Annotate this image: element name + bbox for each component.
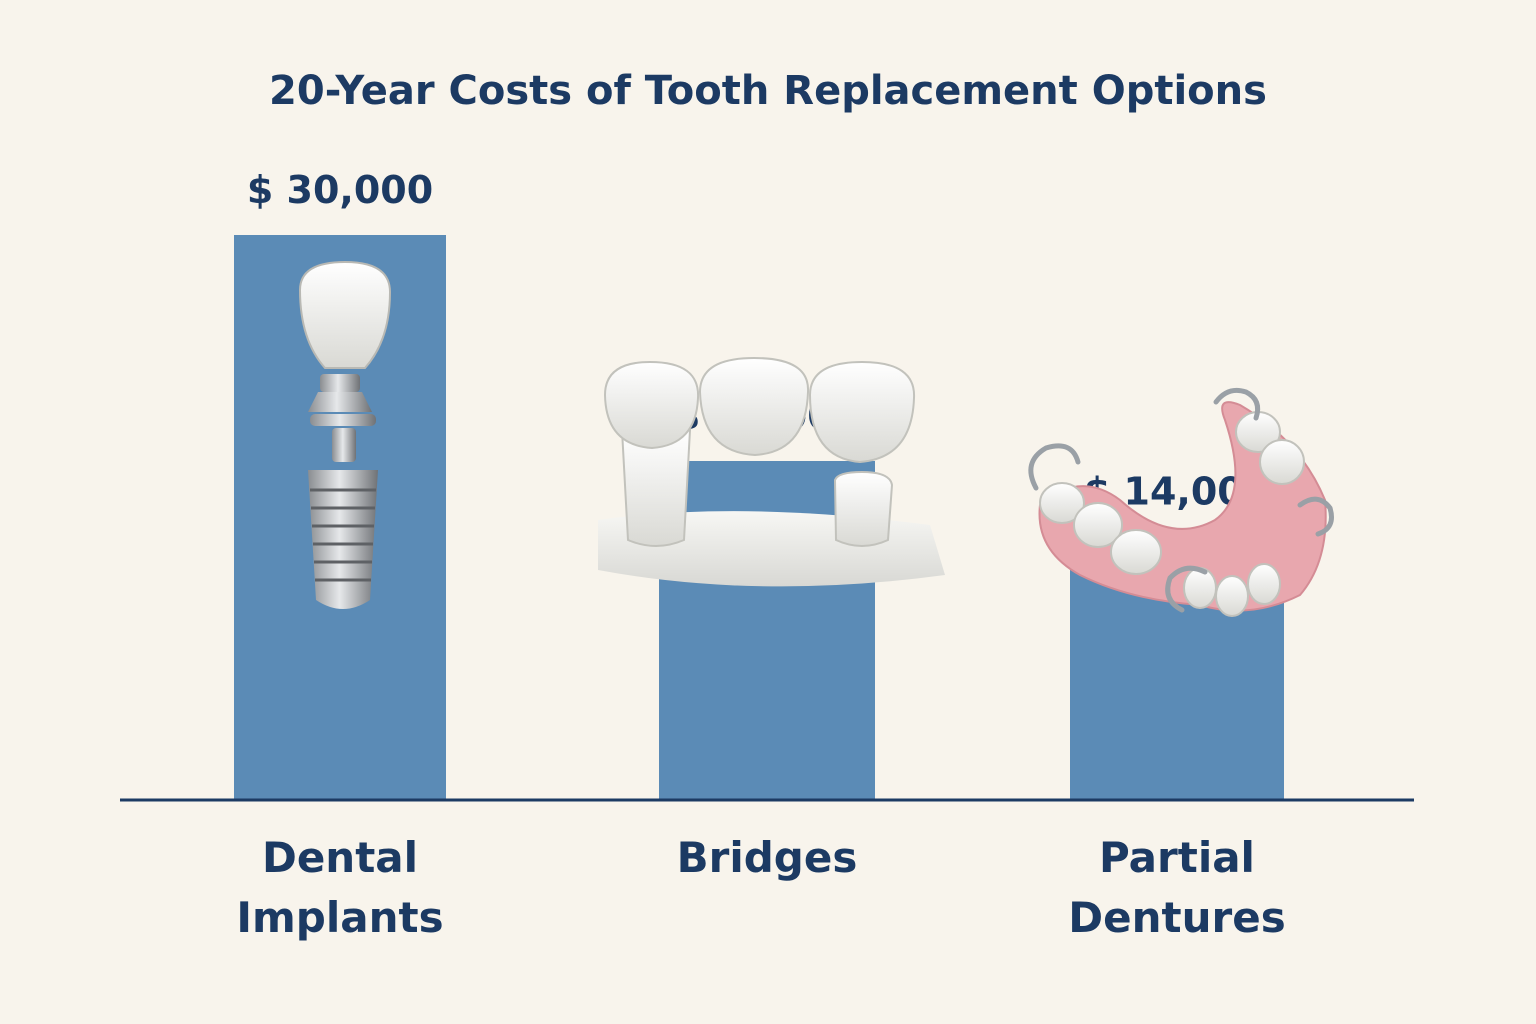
category-label: Dental xyxy=(262,833,418,882)
category-labels-group: Dental Implants Bridges Partial Dentures xyxy=(236,833,1285,942)
category-label: Partial xyxy=(1099,833,1255,882)
category-label: Dentures xyxy=(1068,893,1285,942)
category-label: Bridges xyxy=(677,833,858,882)
partial-denture-icon xyxy=(1028,387,1334,617)
dental-bridge-icon xyxy=(598,356,945,587)
dental-implant-icon xyxy=(298,260,392,609)
chart-title: 20-Year Costs of Tooth Replacement Optio… xyxy=(269,68,1267,114)
value-label: $ 30,000 xyxy=(247,168,433,212)
category-label: Implants xyxy=(236,893,443,942)
